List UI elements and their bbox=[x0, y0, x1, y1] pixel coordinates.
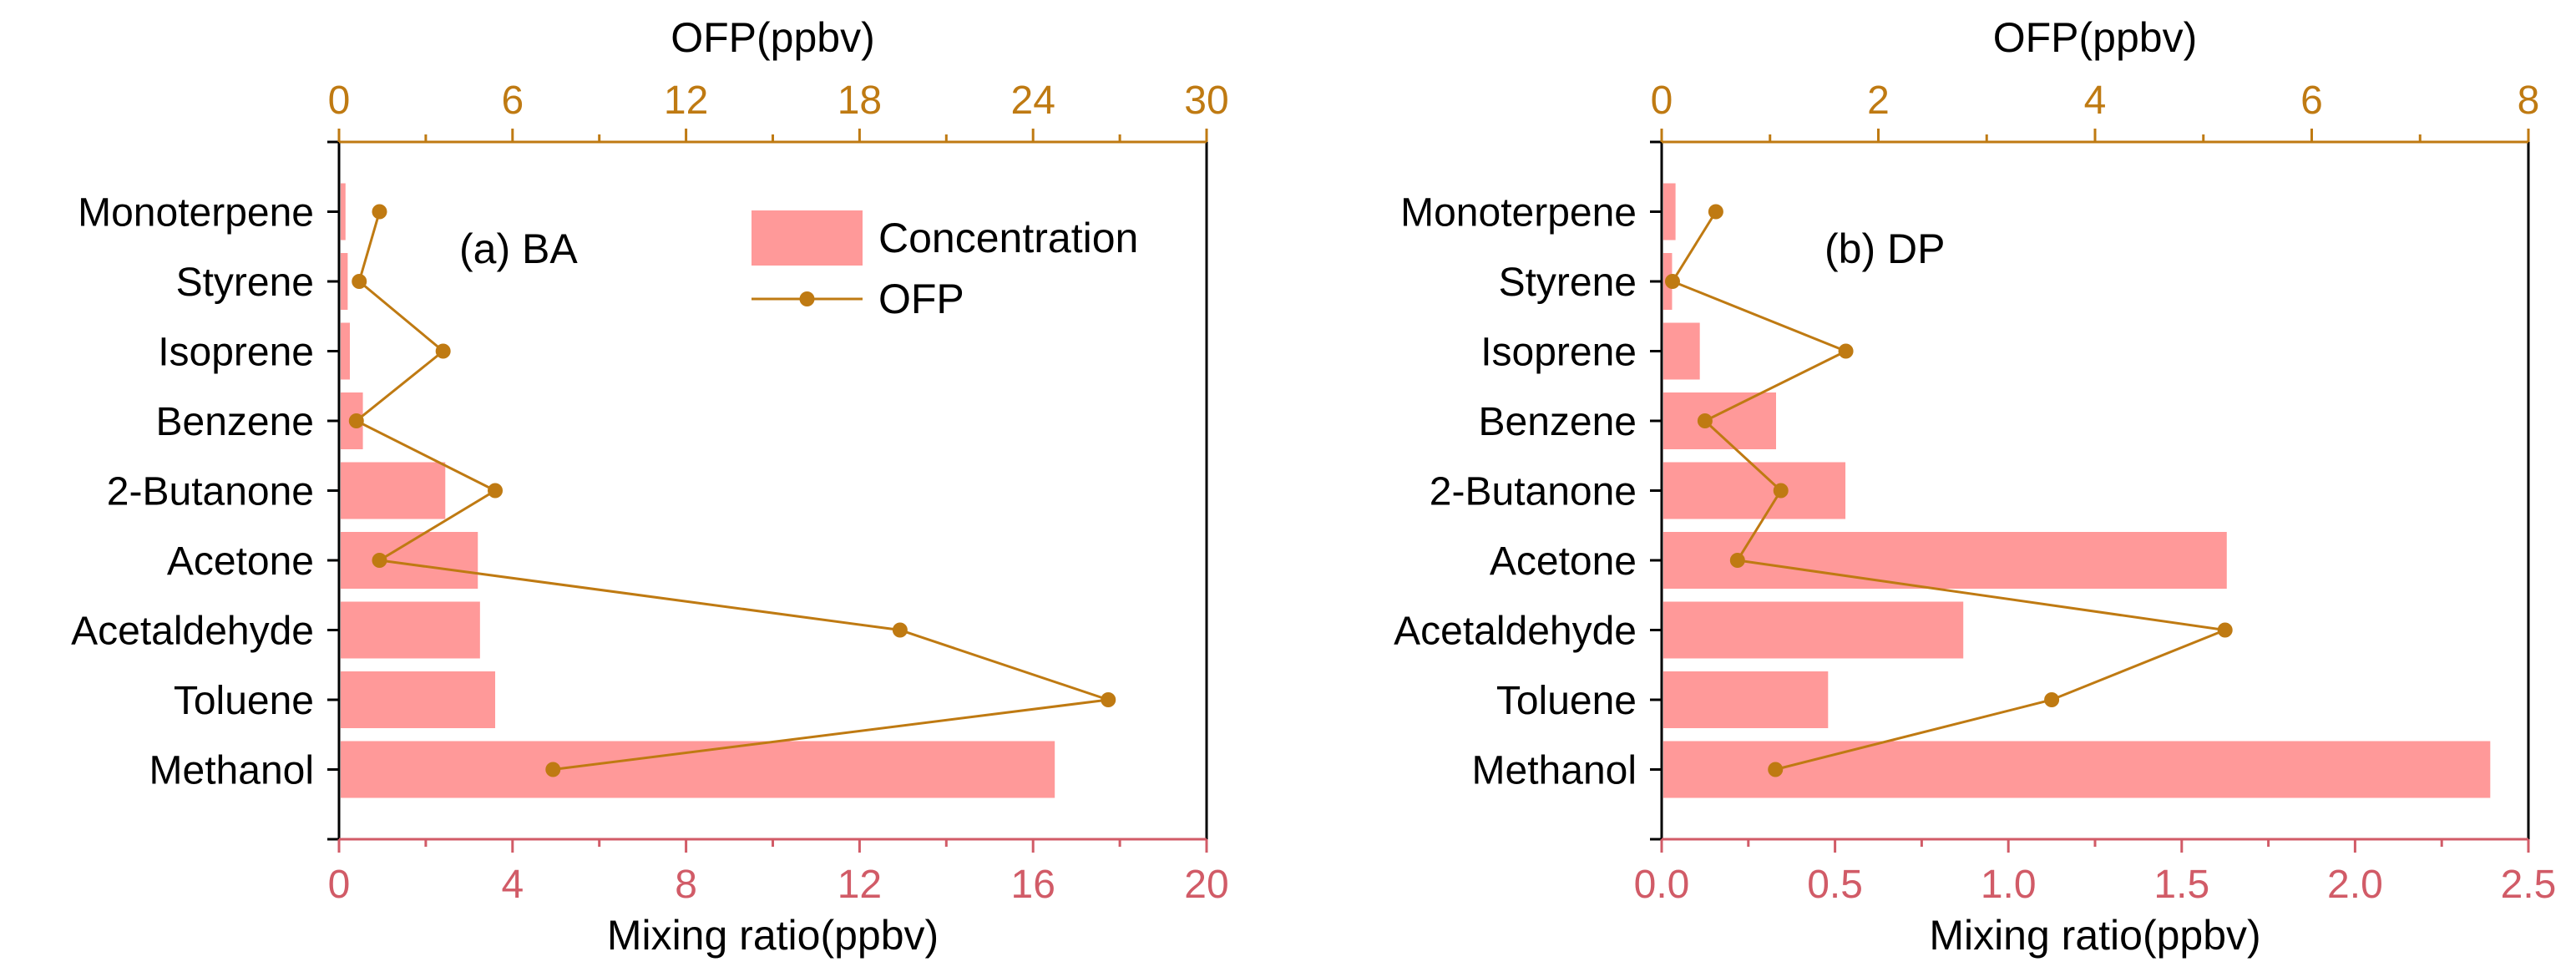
bottom-tick-label: 2.0 bbox=[2327, 863, 2383, 907]
legend-ofp-label: OFP bbox=[878, 276, 964, 322]
category-label: Acetaldehyde bbox=[71, 610, 314, 654]
category-label: Styrene bbox=[176, 261, 314, 305]
bottom-tick-label: 20 bbox=[1184, 863, 1228, 907]
category-label: Methanol bbox=[1472, 749, 1637, 793]
ofp-point-isoprene bbox=[1838, 343, 1854, 359]
category-label: Toluene bbox=[1496, 679, 1637, 723]
bottom-tick-label: 16 bbox=[1011, 863, 1055, 907]
top-axis-title: OFP(ppbv) bbox=[1993, 14, 2198, 61]
ofp-point-2-butanone bbox=[1773, 483, 1789, 499]
top-tick-label: 24 bbox=[1011, 78, 1055, 123]
ofp-point-toluene bbox=[1101, 692, 1116, 707]
ofp-point-benzene bbox=[1697, 413, 1713, 428]
top-tick-label: 6 bbox=[2300, 78, 2323, 123]
x-axis-title: Mixing ratio(ppbv) bbox=[1929, 912, 2260, 959]
category-label: Styrene bbox=[1499, 261, 1637, 305]
bar-methanol bbox=[1663, 741, 2491, 798]
bar-toluene bbox=[1663, 671, 1829, 728]
bar-benzene bbox=[1663, 392, 1777, 449]
bar-acetone bbox=[1663, 532, 2227, 589]
chart-panel-a: Monoterpene Styrene Isoprene Benzene 2-Butan… bbox=[71, 14, 1229, 959]
ofp-point-2-butanone bbox=[488, 483, 504, 499]
top-axis-title: OFP(ppbv) bbox=[671, 14, 875, 61]
bar-acetaldehyde bbox=[1663, 601, 1964, 659]
top-tick-label: 12 bbox=[664, 78, 708, 123]
bar-methanol bbox=[341, 741, 1055, 798]
ofp-point-isoprene bbox=[435, 343, 451, 359]
bottom-tick-label: 2.5 bbox=[2501, 863, 2557, 907]
panel-title: (b) DP bbox=[1824, 225, 1945, 272]
ofp-point-acetaldehyde bbox=[2217, 622, 2233, 638]
x-axis-title: Mixing ratio(ppbv) bbox=[607, 912, 939, 959]
bar-2-butanone bbox=[1663, 462, 1846, 519]
bar-isoprene bbox=[341, 322, 350, 380]
top-tick-label: 30 bbox=[1184, 78, 1228, 123]
legend-concentration-label: Concentration bbox=[878, 215, 1138, 261]
bottom-tick-label: 12 bbox=[838, 863, 882, 907]
bar-acetaldehyde bbox=[341, 601, 480, 659]
bottom-tick-label: 1.5 bbox=[2153, 863, 2209, 907]
ofp-point-monoterpene bbox=[372, 204, 387, 220]
top-tick-label: 4 bbox=[2084, 78, 2107, 123]
category-label: 2-Butanone bbox=[107, 470, 314, 514]
bar-2-butanone bbox=[341, 462, 446, 519]
ofp-point-toluene bbox=[2044, 692, 2060, 707]
category-label: Monoterpene bbox=[78, 191, 314, 235]
legend-bar-swatch bbox=[752, 210, 863, 266]
category-label: Isoprene bbox=[158, 331, 314, 375]
bar-acetone bbox=[341, 532, 478, 589]
ofp-point-methanol bbox=[1768, 762, 1784, 777]
panel-title: (a) BA bbox=[459, 225, 578, 272]
ofp-point-acetaldehyde bbox=[892, 622, 908, 638]
legend: Concentration OFP bbox=[752, 210, 1138, 322]
ofp-point-monoterpene bbox=[1708, 204, 1723, 220]
category-label: Benzene bbox=[1479, 400, 1637, 444]
top-tick-label: 2 bbox=[1867, 78, 1890, 123]
chart-panel-b: Monoterpene Styrene Isoprene Benzene 2-Butan… bbox=[1394, 14, 2556, 959]
bar-toluene bbox=[341, 671, 496, 728]
ofp-point-styrene bbox=[1664, 274, 1680, 289]
category-label: 2-Butanone bbox=[1430, 470, 1637, 514]
category-label: Monoterpene bbox=[1400, 191, 1637, 235]
bottom-tick-label: 0 bbox=[328, 863, 351, 907]
top-tick-label: 8 bbox=[2518, 78, 2540, 123]
bottom-tick-label: 0.0 bbox=[1634, 863, 1690, 907]
category-label: Benzene bbox=[156, 400, 315, 444]
top-tick-label: 0 bbox=[1651, 78, 1673, 123]
category-label: Toluene bbox=[174, 679, 314, 723]
bar-styrene bbox=[341, 253, 348, 310]
category-label: Methanol bbox=[149, 749, 314, 793]
category-label: Acetone bbox=[1490, 539, 1637, 584]
top-tick-label: 18 bbox=[838, 78, 882, 123]
legend-marker-swatch bbox=[799, 291, 815, 306]
bottom-tick-label: 0.5 bbox=[1807, 863, 1863, 907]
category-label: Acetaldehyde bbox=[1394, 610, 1637, 654]
ofp-point-acetone bbox=[372, 553, 387, 568]
category-label: Acetone bbox=[167, 539, 314, 584]
bar-isoprene bbox=[1663, 322, 1700, 380]
bottom-tick-label: 4 bbox=[501, 863, 524, 907]
top-tick-label: 0 bbox=[328, 78, 351, 123]
bar-monoterpene bbox=[1663, 183, 1676, 240]
bottom-tick-label: 1.0 bbox=[1981, 863, 2037, 907]
ofp-point-acetone bbox=[1729, 553, 1745, 568]
ofp-point-methanol bbox=[545, 762, 561, 777]
ofp-point-benzene bbox=[348, 413, 364, 428]
ofp-point-styrene bbox=[352, 274, 367, 289]
top-tick-label: 6 bbox=[501, 78, 524, 123]
bottom-tick-label: 8 bbox=[675, 863, 697, 907]
bar-monoterpene bbox=[341, 183, 346, 240]
category-label: Isoprene bbox=[1480, 331, 1637, 375]
